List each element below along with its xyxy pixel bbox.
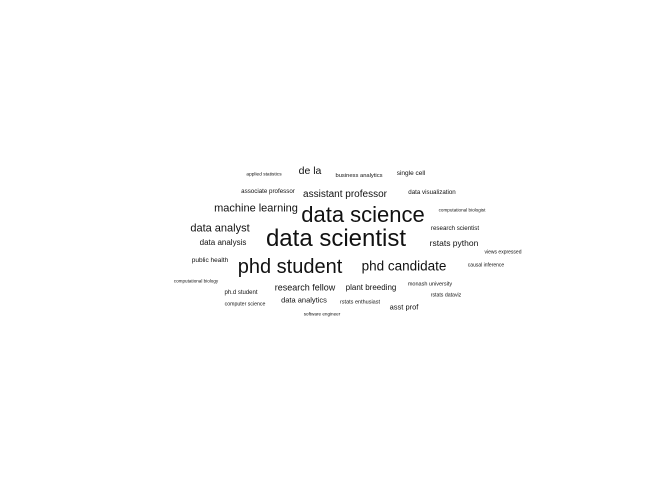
word-machine-learning: machine learning [214, 202, 298, 215]
word-data-visualization: data visualization [408, 188, 456, 196]
word-plant-breeding: plant breeding [345, 283, 397, 292]
word-research-fellow: research fellow [274, 282, 336, 293]
word-software-engineer: software engineer [303, 311, 341, 317]
word-views-expressed: views expressed [484, 249, 522, 256]
word-associate-professor: associate professor [241, 187, 295, 195]
word-single-cell: single cell [396, 169, 426, 177]
word-phd-candidate: phd candidate [361, 258, 447, 274]
word-public-health: public health [191, 256, 229, 264]
word-data-analytics: data analytics [281, 295, 327, 305]
word-causal-inference: causal inference [467, 262, 505, 269]
word-assistant-professor: assistant professor [303, 189, 387, 200]
word-computational-biologist: computational biologist [438, 207, 486, 213]
word-data-scientist: data scientist [265, 225, 407, 252]
word-asst-prof: asst prof [389, 302, 419, 312]
word-data-analysis: data analysis [199, 238, 247, 247]
word-computer-science: computer science [224, 301, 266, 308]
word-rstats-enthusiast: rstats enthusiast [339, 299, 381, 306]
word-de-la: de la [298, 164, 322, 177]
word-research-scientist: research scientist [430, 224, 480, 232]
word-rstats-python: rstats python [429, 237, 479, 248]
word-monash-university: monash university [407, 281, 453, 288]
word-business-analytics: business analytics [335, 173, 383, 180]
word-phd-student-dotted: ph.d student [224, 290, 258, 296]
word-applied-statistics: applied statistics [246, 172, 282, 178]
word-rstats-dataviz: rstats dataviz [430, 292, 462, 299]
word-computational-biology: computational biology [173, 278, 219, 284]
word-phd-student: phd student [237, 256, 343, 278]
word-data-science: data science [301, 202, 425, 227]
word-data-analyst: data analyst [190, 222, 250, 235]
